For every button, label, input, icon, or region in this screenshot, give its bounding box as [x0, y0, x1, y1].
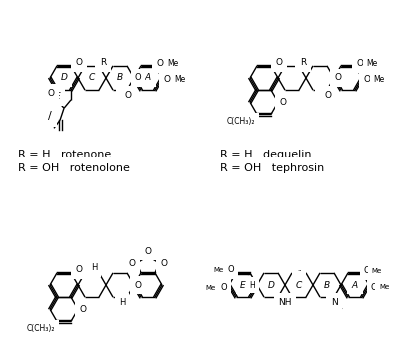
Text: O: O: [221, 283, 227, 293]
Text: R = H   rotenone: R = H rotenone: [18, 150, 111, 160]
Text: O: O: [79, 305, 87, 314]
Text: O: O: [128, 258, 135, 268]
Text: O: O: [75, 58, 83, 67]
Text: O: O: [156, 59, 164, 68]
Text: O: O: [75, 265, 83, 274]
Text: C: C: [89, 73, 95, 83]
Text: O: O: [356, 59, 363, 68]
Text: Me: Me: [167, 59, 178, 68]
Text: O: O: [161, 258, 168, 268]
Text: Me: Me: [379, 284, 389, 290]
Text: O: O: [124, 91, 132, 100]
Text: H: H: [91, 264, 97, 272]
Text: N: N: [331, 298, 337, 307]
Text: R = H   deguelin: R = H deguelin: [220, 150, 312, 160]
Text: B: B: [324, 280, 330, 289]
Text: ..: ..: [298, 266, 302, 272]
Text: B: B: [117, 73, 123, 83]
Text: H: H: [319, 91, 325, 100]
Text: C(CH₃)₂: C(CH₃)₂: [227, 117, 255, 126]
Text: C(CH₃)₂: C(CH₃)₂: [26, 324, 55, 333]
Text: Me: Me: [367, 59, 378, 68]
Text: O: O: [47, 89, 55, 98]
Text: O: O: [164, 75, 170, 85]
Text: R: R: [100, 58, 106, 67]
Text: Me: Me: [213, 267, 223, 273]
Text: H: H: [249, 280, 255, 289]
Text: O: O: [228, 265, 234, 274]
Text: O: O: [371, 282, 377, 292]
Text: D: D: [61, 73, 67, 83]
Text: Me: Me: [372, 268, 382, 274]
Text: O: O: [144, 247, 152, 255]
Text: R = OH   tephrosin: R = OH tephrosin: [220, 163, 324, 173]
Text: R = OH   rotenolone: R = OH rotenolone: [18, 163, 130, 173]
Text: D: D: [267, 280, 274, 289]
Text: O: O: [279, 98, 286, 107]
Text: Me: Me: [206, 285, 216, 291]
Text: H: H: [119, 298, 125, 307]
Text: /: /: [48, 111, 52, 121]
Text: O: O: [324, 91, 332, 100]
Text: O: O: [334, 73, 342, 83]
Text: C: C: [296, 280, 302, 289]
Text: Me: Me: [373, 75, 385, 85]
Text: A: A: [145, 73, 151, 83]
Text: Me: Me: [174, 75, 186, 85]
Text: H: H: [296, 264, 302, 272]
Text: A: A: [352, 280, 358, 289]
Text: O: O: [364, 266, 370, 275]
Text: E: E: [240, 280, 246, 289]
Text: O: O: [135, 73, 141, 83]
Text: R: R: [300, 58, 306, 67]
Text: O: O: [363, 75, 371, 85]
Text: H: H: [120, 91, 126, 100]
Text: O: O: [275, 58, 282, 67]
Text: O: O: [134, 280, 142, 289]
Text: E: E: [55, 92, 61, 101]
Text: NH: NH: [278, 298, 292, 307]
